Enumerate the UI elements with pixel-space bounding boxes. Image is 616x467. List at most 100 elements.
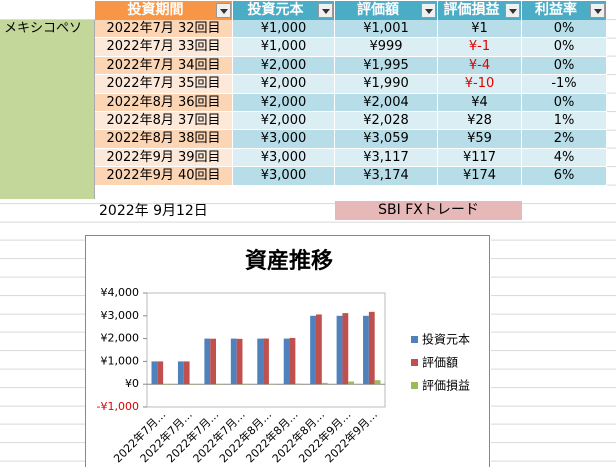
cell: ¥1,000 bbox=[233, 20, 335, 38]
bar bbox=[216, 384, 222, 385]
legend-swatch bbox=[411, 382, 418, 389]
filter-button[interactable] bbox=[590, 3, 605, 18]
cell: 2022年7月 32回目 bbox=[95, 20, 233, 38]
bar bbox=[184, 361, 190, 384]
cell: 2022年7月 33回目 bbox=[95, 38, 233, 56]
cell: ¥-10 bbox=[438, 75, 522, 93]
cell: ¥-1 bbox=[438, 38, 522, 56]
y-tick-label: ¥3,000 bbox=[101, 309, 140, 322]
bar bbox=[210, 339, 216, 384]
bar bbox=[363, 316, 369, 384]
legend-swatch bbox=[411, 336, 418, 343]
legend-swatch bbox=[411, 359, 418, 366]
filter-button[interactable] bbox=[505, 3, 520, 18]
cell: ¥3,000 bbox=[233, 130, 335, 148]
cell: ¥2,028 bbox=[335, 112, 438, 130]
cell: ¥2,004 bbox=[335, 94, 438, 112]
bar bbox=[190, 384, 196, 385]
cell: ¥3,000 bbox=[233, 167, 335, 185]
cell: 0% bbox=[522, 38, 607, 56]
bar bbox=[322, 383, 328, 384]
cell: ¥1,995 bbox=[335, 57, 438, 75]
bar bbox=[348, 382, 354, 385]
cell: 2022年8月 38回目 bbox=[95, 130, 233, 148]
cell: ¥1 bbox=[438, 20, 522, 38]
filter-arrow bbox=[322, 9, 330, 14]
cell: ¥2,000 bbox=[233, 75, 335, 93]
cell: 2022年8月 37回目 bbox=[95, 112, 233, 130]
bar bbox=[178, 361, 184, 384]
bar bbox=[257, 339, 263, 385]
legend-label: 投資元本 bbox=[422, 332, 470, 347]
bar bbox=[163, 384, 169, 385]
cell: ¥1,000 bbox=[233, 38, 335, 56]
cell: ¥3,000 bbox=[233, 149, 335, 167]
button-cell[interactable]: SBI FXトレード bbox=[335, 201, 522, 220]
cell: 0% bbox=[522, 94, 607, 112]
cell: ¥4 bbox=[438, 94, 522, 112]
bar bbox=[151, 361, 157, 384]
bar bbox=[269, 384, 275, 385]
bar bbox=[295, 384, 301, 385]
bar bbox=[369, 312, 375, 384]
bar bbox=[337, 316, 343, 384]
filter-button[interactable] bbox=[216, 3, 231, 18]
filter-arrow bbox=[220, 9, 228, 14]
cell: ¥117 bbox=[438, 149, 522, 167]
cell: ¥28 bbox=[438, 112, 522, 130]
cell: 1% bbox=[522, 112, 607, 130]
chart-title: 資産推移 bbox=[245, 248, 333, 274]
filter-arrow bbox=[594, 9, 602, 14]
cell: 2022年9月 40回目 bbox=[95, 167, 233, 185]
cell: ¥1,001 bbox=[335, 20, 438, 38]
header-cell: 投資期間 bbox=[95, 1, 233, 20]
bar bbox=[284, 339, 290, 385]
date-cell: 2022年 9月12日 bbox=[95, 202, 233, 220]
cell: ¥2,000 bbox=[233, 94, 335, 112]
cell: 2022年9月 39回目 bbox=[95, 149, 233, 167]
cell: ¥3,117 bbox=[335, 149, 438, 167]
cell: 2022年8月 36回目 bbox=[95, 94, 233, 112]
cell: 2022年7月 34回目 bbox=[95, 57, 233, 75]
bar bbox=[342, 313, 348, 384]
cell: 6% bbox=[522, 167, 607, 185]
bar bbox=[263, 339, 269, 385]
y-tick-label: ¥1,000 bbox=[101, 354, 140, 367]
cell: 2022年7月 35回目 bbox=[95, 75, 233, 93]
row-label: メキシコペソ bbox=[0, 20, 95, 199]
cell: ¥1,990 bbox=[335, 75, 438, 93]
bar bbox=[375, 380, 381, 384]
cell: 4% bbox=[522, 149, 607, 167]
cell: ¥174 bbox=[438, 167, 522, 185]
y-tick-label: ¥2,000 bbox=[101, 332, 140, 345]
bar bbox=[290, 338, 296, 384]
y-tick-label: ¥4,000 bbox=[101, 286, 140, 299]
cell: 0% bbox=[522, 20, 607, 38]
y-tick-label: -¥1,000 bbox=[97, 400, 139, 413]
bar bbox=[242, 384, 248, 385]
legend-label: 評価額 bbox=[422, 355, 458, 370]
bar bbox=[316, 314, 322, 384]
bar bbox=[310, 316, 316, 384]
cell: ¥3,059 bbox=[335, 130, 438, 148]
cell: ¥59 bbox=[438, 130, 522, 148]
cell: ¥999 bbox=[335, 38, 438, 56]
bar bbox=[204, 339, 210, 385]
cell: -1% bbox=[522, 75, 607, 93]
filter-button[interactable] bbox=[421, 3, 436, 18]
bar bbox=[231, 339, 237, 385]
chart: 資産推移 -¥1,000¥0¥1,000¥2,000¥3,000¥4,00020… bbox=[85, 235, 491, 467]
legend-label: 評価損益 bbox=[422, 378, 470, 393]
cell: 2% bbox=[522, 130, 607, 148]
filter-arrow bbox=[425, 9, 433, 14]
cell: ¥3,174 bbox=[335, 167, 438, 185]
cell: ¥-4 bbox=[438, 57, 522, 75]
cell: ¥2,000 bbox=[233, 112, 335, 130]
y-tick-label: ¥0 bbox=[125, 377, 139, 390]
cell: 0% bbox=[522, 57, 607, 75]
filter-button[interactable] bbox=[318, 3, 333, 18]
filter-arrow bbox=[509, 9, 517, 14]
cell: ¥2,000 bbox=[233, 57, 335, 75]
bar bbox=[157, 361, 163, 384]
